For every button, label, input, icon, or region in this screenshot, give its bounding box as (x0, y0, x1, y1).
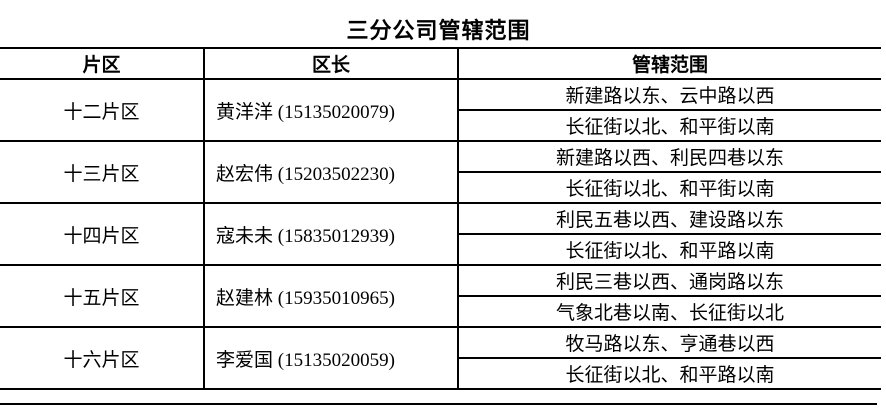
district-cell: 十三片区 (0, 140, 204, 204)
chief-cell: 赵宏伟 (15203502230) (203, 140, 458, 204)
district-cell: 十四片区 (0, 202, 204, 266)
table-header: 片区 区长 管辖范围 (0, 47, 881, 80)
scope-cell: 气象北巷以南、长征街以北 (457, 295, 881, 328)
scope-cell: 新建路以东、云中路以西 (457, 78, 881, 111)
chief-cell: 赵建林 (15935010965) (203, 264, 458, 328)
scope-cell: 利民三巷以西、通岗路以东 (457, 264, 881, 297)
district-row: 十五片区 赵建林 (15935010965) 利民三巷以西、通岗路以东 (0, 264, 881, 328)
district-row: 十二片区 黄洋洋 (15135020079) 新建路以东、云中路以西 (0, 78, 881, 142)
chief-cell: 寇未未 (15835012939) (203, 202, 458, 266)
scope-cell: 长征街以北、和平路以南 (457, 233, 881, 266)
district-row-sub: 长征街以北、和平路以南 (0, 357, 881, 390)
header-scope: 管辖范围 (457, 47, 881, 80)
district-row-sub: 长征街以北、和平街以南 (0, 171, 881, 204)
chief-cell: 李爱国 (15135020059) (203, 326, 458, 390)
scope-cell: 长征街以北、和平街以南 (457, 109, 881, 142)
header-row: 片区 区长 管辖范围 (0, 47, 881, 80)
scope-cell: 长征街以北、和平路以南 (457, 357, 881, 390)
district-row: 十三片区 赵宏伟 (15203502230) 新建路以西、利民四巷以东 (0, 140, 881, 204)
jurisdiction-table: 片区 区长 管辖范围 十二片区 黄洋洋 (15135020079) 新建路以东、云中… (0, 47, 881, 390)
table-body: 十二片区 黄洋洋 (15135020079) 新建路以东、云中路以西 长征街以北、和平… (0, 78, 881, 390)
table-title: 三分公司管辖范围 (346, 18, 531, 43)
scope-cell: 利民五巷以西、建设路以东 (457, 202, 881, 235)
district-cell: 十六片区 (0, 326, 204, 390)
scope-cell: 新建路以西、利民四巷以东 (457, 140, 881, 173)
bottom-double-rule (0, 403, 877, 405)
district-row-sub: 长征街以北、和平路以南 (0, 233, 881, 266)
district-row-sub: 气象北巷以南、长征街以北 (0, 295, 881, 328)
header-chief: 区长 (203, 47, 458, 80)
district-cell: 十五片区 (0, 264, 204, 328)
district-row-sub: 长征街以北、和平街以南 (0, 109, 881, 142)
scope-cell: 长征街以北、和平街以南 (457, 171, 881, 204)
district-cell: 十二片区 (0, 78, 204, 142)
scope-cell: 牧马路以东、亨通巷以西 (457, 326, 881, 359)
district-row: 十六片区 李爱国 (15135020059) 牧马路以东、亨通巷以西 (0, 326, 881, 390)
header-district: 片区 (0, 47, 204, 80)
district-row: 十四片区 寇未未 (15835012939) 利民五巷以西、建设路以东 (0, 202, 881, 266)
chief-cell: 黄洋洋 (15135020079) (203, 78, 458, 142)
